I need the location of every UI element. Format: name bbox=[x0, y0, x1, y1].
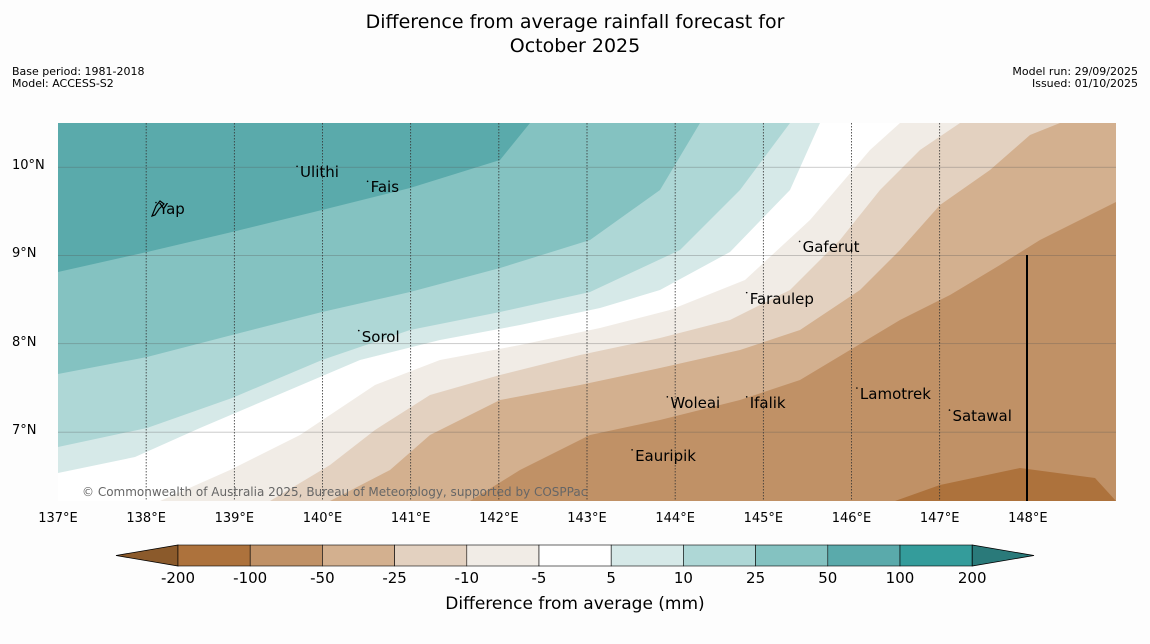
place-marker bbox=[798, 240, 801, 243]
grid-lines bbox=[58, 123, 1116, 501]
colorbar-tick-label: 200 bbox=[957, 569, 987, 587]
colorbar-tick-label: -5 bbox=[531, 569, 547, 587]
colorbar-swatch bbox=[899, 544, 973, 567]
place-label: Gaferut bbox=[802, 238, 860, 257]
longitude-label: 146°E bbox=[831, 511, 872, 526]
colorbar-swatch bbox=[827, 544, 901, 567]
place-marker bbox=[366, 180, 369, 183]
place-label: Ifalik bbox=[749, 393, 786, 412]
yap-island-shape bbox=[150, 200, 165, 217]
place-label: Satawal bbox=[952, 407, 1012, 426]
colorbar-tick-label: -10 bbox=[454, 569, 480, 587]
meta-right: Model run: 29/09/2025 Issued: 01/10/2025 bbox=[1012, 66, 1138, 90]
band-minus100-minus200 bbox=[895, 468, 1116, 501]
title-line-2: October 2025 bbox=[509, 35, 641, 57]
longitude-label: 138°E bbox=[126, 511, 166, 526]
place-label: Faraulep bbox=[749, 289, 814, 308]
colorbar-swatch bbox=[177, 544, 251, 567]
longitude-label: 140°E bbox=[302, 511, 343, 526]
colorbar-extend-high bbox=[971, 544, 1035, 567]
place-label: Woleai bbox=[670, 393, 721, 412]
colorbar-swatch bbox=[394, 544, 468, 567]
place-marker bbox=[631, 449, 633, 451]
place-marker bbox=[357, 329, 360, 332]
place-marker bbox=[666, 396, 669, 398]
colorbar-swatch bbox=[610, 544, 684, 567]
latitude-label: 10°N bbox=[12, 158, 45, 174]
colorbar-tick-label: 100 bbox=[885, 569, 915, 587]
place-label: Yap bbox=[158, 199, 185, 218]
latitude-label: 8°N bbox=[12, 334, 37, 350]
longitude-label: 148°E bbox=[1008, 511, 1048, 526]
colorbar-tick-label: 5 bbox=[606, 569, 616, 587]
colorbar-tick-label: -100 bbox=[233, 569, 268, 587]
longitude-label: 139°E bbox=[214, 511, 255, 526]
place-marker bbox=[745, 291, 748, 294]
colorbar-tick-label: 50 bbox=[818, 569, 838, 587]
colorbar-swatch bbox=[755, 544, 829, 567]
place-label: Eauripik bbox=[635, 446, 696, 465]
colorbar-title: Difference from average (mm) bbox=[445, 594, 705, 614]
colorbar-swatch bbox=[466, 544, 540, 567]
chart-title: Difference from average rainfall forecas… bbox=[0, 10, 1150, 58]
place-marker bbox=[155, 201, 157, 204]
model-run: Model run: 29/09/2025 bbox=[1012, 65, 1138, 78]
longitude-label: 137°E bbox=[38, 511, 78, 526]
colorbar-tick-label: 10 bbox=[673, 569, 693, 587]
place-marker bbox=[296, 165, 298, 168]
place-marker bbox=[948, 409, 951, 411]
map-plot-area bbox=[58, 123, 1116, 501]
place-marker bbox=[856, 387, 858, 389]
colorbar-swatch bbox=[683, 544, 756, 567]
colorbar-tick-label: 25 bbox=[746, 569, 766, 587]
longitude-label: 141°E bbox=[390, 511, 431, 526]
meta-left: Base period: 1981-2018 Model: ACCESS-S2 bbox=[12, 66, 144, 90]
place-label: Ulithi bbox=[300, 163, 339, 182]
issued-date: Issued: 01/10/2025 bbox=[1031, 77, 1138, 90]
base-period: Base period: 1981-2018 bbox=[12, 65, 145, 78]
colorbar bbox=[115, 544, 1035, 567]
colorbar-tick-label: -25 bbox=[382, 569, 407, 587]
latitude-label: 7°N bbox=[12, 423, 37, 439]
copyright-notice: © Commonwealth of Australia 2025, Bureau… bbox=[82, 485, 588, 499]
colorbar-swatch bbox=[249, 544, 323, 567]
longitude-label: 142°E bbox=[479, 511, 519, 526]
place-marker bbox=[745, 396, 748, 398]
band-minus50-minus100 bbox=[470, 202, 1116, 501]
place-label: Fais bbox=[370, 178, 400, 197]
place-label: Sorol bbox=[361, 327, 400, 346]
longitude-label: 145°E bbox=[743, 511, 784, 526]
model-name: Model: ACCESS-S2 bbox=[12, 77, 114, 90]
colorbar-tick-label: -200 bbox=[160, 569, 196, 587]
longitude-label: 144°E bbox=[655, 511, 695, 526]
colorbar-tick-label: -50 bbox=[310, 569, 335, 587]
colorbar-swatch bbox=[322, 544, 395, 567]
title-line-1: Difference from average rainfall forecas… bbox=[365, 11, 785, 33]
longitude-label: 143°E bbox=[567, 511, 607, 526]
latitude-label: 9°N bbox=[12, 246, 37, 262]
longitude-label: 147°E bbox=[919, 511, 960, 526]
colorbar-extend-low bbox=[115, 544, 179, 567]
place-label: Lamotrek bbox=[859, 385, 931, 404]
colorbar-swatch bbox=[538, 544, 612, 567]
